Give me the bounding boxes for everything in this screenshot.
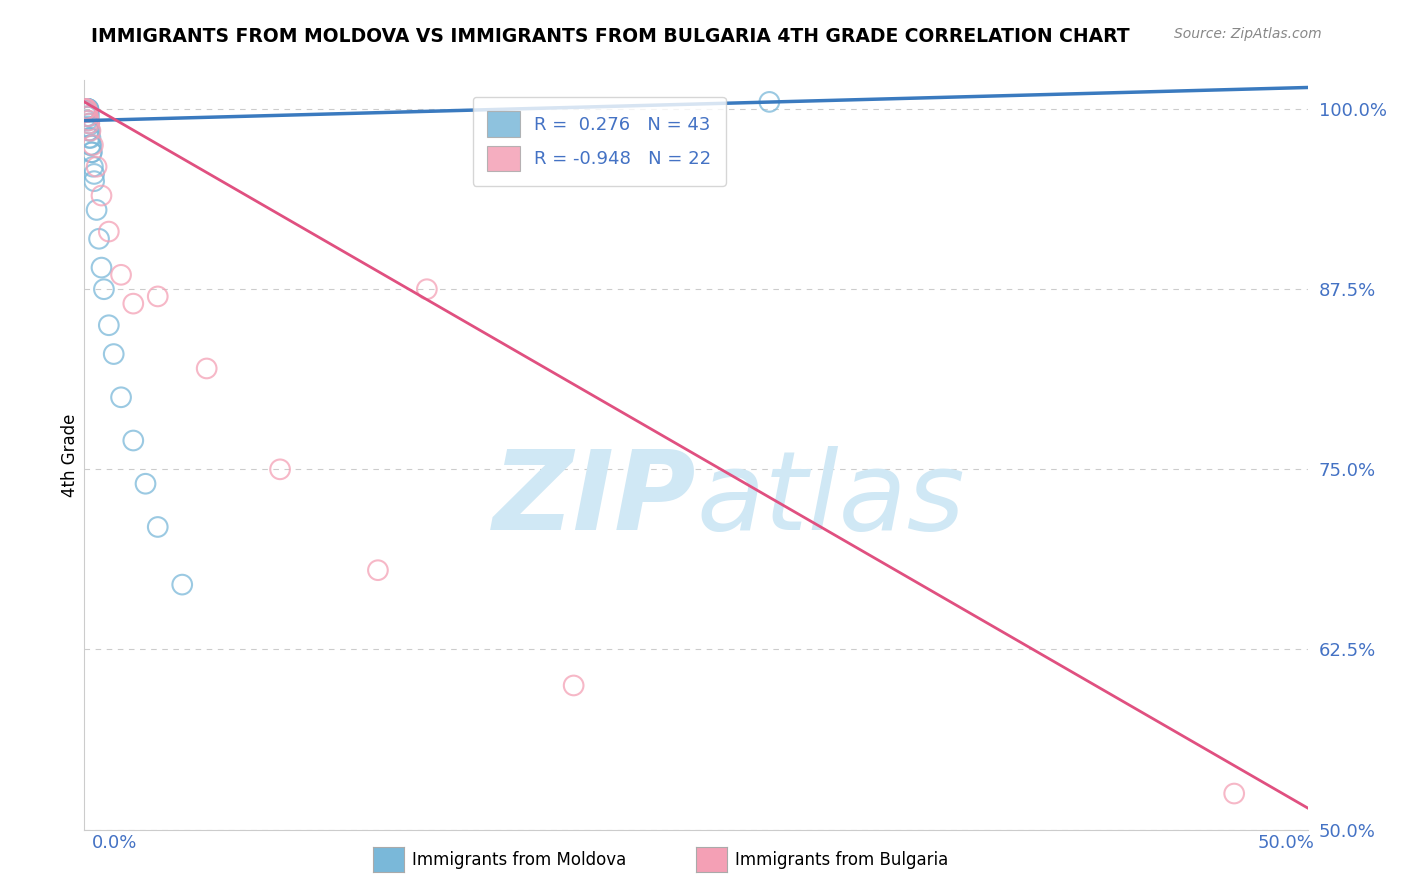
Point bbox=[80, 138, 103, 153]
Point bbox=[77, 124, 100, 138]
Point bbox=[146, 289, 169, 303]
Point bbox=[80, 145, 103, 160]
Text: ZIP: ZIP bbox=[492, 446, 696, 553]
Point bbox=[77, 109, 100, 123]
Point bbox=[77, 116, 100, 130]
Point bbox=[76, 102, 98, 116]
Point bbox=[76, 102, 98, 116]
Point bbox=[146, 520, 169, 534]
Point bbox=[86, 160, 108, 174]
Legend: R =  0.276   N = 43, R = -0.948   N = 22: R = 0.276 N = 43, R = -0.948 N = 22 bbox=[472, 97, 725, 186]
Point bbox=[367, 563, 389, 577]
Point bbox=[79, 138, 101, 153]
Point bbox=[77, 120, 100, 134]
Point bbox=[87, 232, 110, 246]
Point bbox=[110, 268, 132, 282]
Point bbox=[83, 167, 105, 181]
Point bbox=[269, 462, 291, 476]
Point bbox=[75, 102, 97, 116]
Point bbox=[416, 282, 439, 296]
Point bbox=[77, 105, 100, 120]
Point bbox=[76, 102, 98, 116]
Point bbox=[82, 138, 104, 153]
Point bbox=[1223, 787, 1246, 801]
Point bbox=[77, 109, 100, 123]
Point bbox=[97, 318, 120, 333]
Point bbox=[75, 102, 97, 116]
Point bbox=[80, 145, 103, 160]
Point bbox=[97, 225, 120, 239]
Point bbox=[79, 131, 101, 145]
Y-axis label: 4th Grade: 4th Grade bbox=[62, 413, 80, 497]
Point bbox=[77, 102, 100, 116]
Point bbox=[90, 260, 112, 275]
Point bbox=[83, 174, 105, 188]
Point bbox=[122, 296, 145, 310]
Text: Immigrants from Moldova: Immigrants from Moldova bbox=[412, 851, 626, 869]
Point bbox=[76, 102, 98, 116]
Point bbox=[82, 160, 104, 174]
Point bbox=[76, 105, 98, 120]
Point bbox=[103, 347, 125, 361]
Point bbox=[122, 434, 145, 448]
Point bbox=[79, 124, 101, 138]
Point bbox=[77, 116, 100, 130]
Point bbox=[77, 113, 100, 128]
Text: Source: ZipAtlas.com: Source: ZipAtlas.com bbox=[1174, 27, 1322, 41]
Point bbox=[79, 124, 101, 138]
Point bbox=[76, 109, 98, 123]
Point bbox=[195, 361, 218, 376]
Point bbox=[562, 678, 585, 692]
Point bbox=[93, 282, 115, 296]
Point bbox=[135, 476, 157, 491]
Point bbox=[76, 113, 98, 128]
Point bbox=[110, 390, 132, 404]
Text: atlas: atlas bbox=[696, 446, 965, 553]
Point bbox=[76, 102, 98, 116]
Point bbox=[75, 105, 97, 120]
Point bbox=[75, 102, 97, 116]
Text: 0.0%: 0.0% bbox=[91, 834, 136, 852]
Point bbox=[90, 188, 112, 202]
Point bbox=[77, 102, 100, 116]
Point bbox=[77, 131, 100, 145]
Text: Immigrants from Bulgaria: Immigrants from Bulgaria bbox=[735, 851, 949, 869]
Point bbox=[76, 102, 98, 116]
Point bbox=[172, 577, 194, 591]
Point bbox=[75, 102, 97, 116]
Text: IMMIGRANTS FROM MOLDOVA VS IMMIGRANTS FROM BULGARIA 4TH GRADE CORRELATION CHART: IMMIGRANTS FROM MOLDOVA VS IMMIGRANTS FR… bbox=[91, 27, 1130, 45]
Point bbox=[76, 102, 98, 116]
Point bbox=[75, 102, 97, 116]
Point bbox=[75, 102, 97, 116]
Text: 50.0%: 50.0% bbox=[1258, 834, 1315, 852]
Point bbox=[758, 95, 780, 109]
Point bbox=[77, 102, 100, 116]
Point bbox=[86, 202, 108, 217]
